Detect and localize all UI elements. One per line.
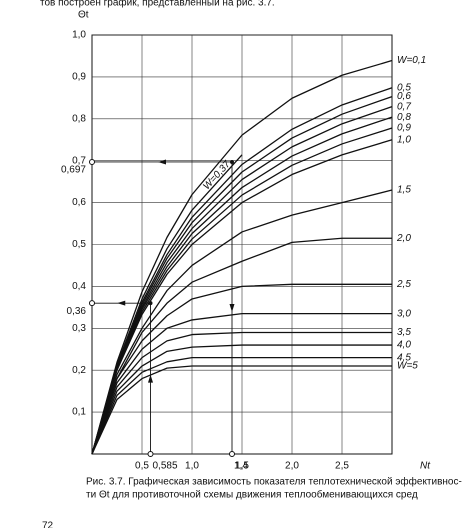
y-tick-label: 0,2	[72, 365, 86, 376]
annotation-label: 0,36	[67, 306, 87, 317]
annotation-label: 0,585	[153, 461, 178, 472]
annotation-label: 1,4	[234, 461, 248, 472]
annotation-point	[148, 301, 153, 306]
y-tick-label: 0,5	[72, 239, 86, 250]
annotation-point	[230, 159, 234, 164]
curve	[91, 365, 392, 455]
caption-line: Рис. 3.7. Графическая зависимость показа…	[86, 476, 462, 488]
curve	[91, 189, 393, 455]
annotation-point	[89, 300, 95, 307]
y-axis-label: Θt	[78, 10, 89, 21]
curve	[91, 283, 392, 455]
y-tick-label: 1,0	[72, 30, 86, 41]
x-axis-label: Nt	[420, 461, 431, 472]
curve-label: 1,0	[397, 134, 411, 145]
curve-label: W=0,1	[397, 55, 426, 66]
arrow-head	[117, 300, 126, 306]
header-text: тов построен график, представленный на р…	[40, 0, 275, 9]
curve-label: 3,5	[397, 327, 411, 338]
x-tick-label: 1,5	[235, 461, 249, 472]
x-tick-label: 2,0	[285, 461, 299, 472]
page-number: 72	[42, 521, 54, 528]
arrow-head	[158, 159, 166, 165]
curve-label: 1,5	[397, 185, 411, 196]
curve-label: W=5	[397, 361, 418, 372]
x-tick-label: 0,5	[135, 461, 149, 472]
y-tick-label: 0,6	[72, 197, 86, 208]
curve	[91, 237, 392, 455]
curve	[91, 59, 393, 455]
curve-label: 0,5	[397, 82, 411, 93]
annotation-label: 0,697	[61, 165, 86, 176]
curve-label: 4,0	[397, 340, 411, 351]
annotation-point	[229, 451, 235, 457]
curve	[91, 312, 392, 455]
curve-label: 2,5	[396, 279, 411, 290]
curve	[91, 331, 392, 455]
curve	[91, 344, 392, 455]
curve	[91, 154, 243, 455]
curve-label: 0,7	[397, 101, 411, 112]
curve-label: 4,5	[397, 352, 411, 363]
curve	[91, 139, 393, 455]
annotation-point	[147, 451, 154, 457]
curve-label: 0,9	[397, 123, 411, 134]
curve-label: 0,8	[397, 112, 411, 123]
y-tick-label: 0,9	[72, 72, 86, 83]
curve	[91, 356, 392, 455]
annotation-point	[89, 158, 95, 165]
y-tick-label: 0,7	[72, 155, 86, 166]
y-tick-label: 0,3	[72, 323, 86, 334]
y-tick-label: 0,4	[72, 281, 86, 292]
x-tick-label: 2,5	[335, 461, 349, 472]
curve-label: 3,0	[397, 308, 411, 319]
curve-label: 0,6	[397, 91, 411, 102]
x-tick-label: 1,0	[185, 461, 199, 472]
y-tick-label: 0,1	[72, 407, 86, 418]
arrow-head	[229, 303, 235, 312]
y-tick-label: 0,8	[72, 113, 86, 124]
curve-label: 2,0	[396, 233, 411, 244]
arrow-head	[148, 374, 153, 383]
caption-line: ти Θt для противоточной схемы движения т…	[86, 489, 418, 501]
